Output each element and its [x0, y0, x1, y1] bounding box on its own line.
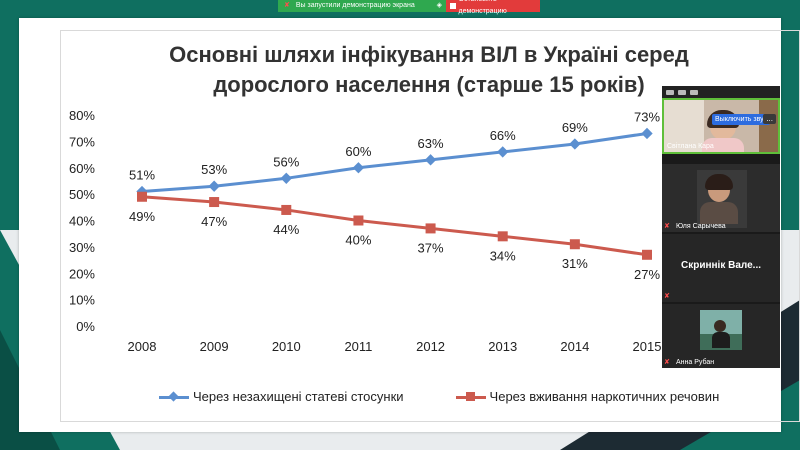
y-tick-label: 40% — [69, 214, 95, 229]
presentation-slide: Основні шляхи інфікування ВІЛ в Україні … — [19, 18, 800, 432]
series-point-2 — [281, 204, 292, 215]
participant-name-4: Анна Рубан — [676, 359, 715, 366]
legend-item-sexual: Через незахищені статеві стосунки — [159, 389, 404, 404]
share-status-text: Вы запустили демонстрацию экрана — [295, 2, 415, 9]
mic-muted-icon: ✘ — [664, 359, 670, 366]
x-tick-label: 2014 — [560, 339, 589, 354]
y-tick-label: 0% — [76, 319, 95, 334]
slide-title-line2: дорослого населення (старше 15 років) — [213, 72, 645, 97]
data-label: 53% — [201, 162, 227, 177]
x-tick-label: 2008 — [128, 339, 157, 354]
participant-name-3: Скриннік Вале... — [680, 260, 762, 271]
chart-legend: Через незахищені статеві стосунки Через … — [159, 389, 719, 404]
legend-label-drugs: Через вживання наркотичних речовин — [489, 389, 720, 404]
mic-muted-icon[interactable]: ✘ — [284, 2, 290, 9]
y-tick-label: 70% — [69, 134, 95, 149]
mute-participant-button[interactable]: Выключить звук — [712, 114, 770, 125]
series-point-1 — [424, 154, 437, 166]
y-tick-label: 50% — [69, 187, 95, 202]
stop-icon — [450, 3, 456, 9]
series-point-2 — [642, 249, 652, 260]
data-label: 56% — [273, 154, 299, 169]
slide-title-line1: Основні шляхи інфікування ВІЛ в Україні … — [169, 42, 689, 67]
x-tick-label: 2011 — [344, 339, 372, 354]
participant-tile-4[interactable]: ✘ Анна Рубан — [662, 304, 780, 368]
legend-swatch-blue — [159, 390, 189, 402]
data-label: 47% — [201, 214, 227, 229]
data-label: 66% — [490, 128, 516, 143]
participant-name-2: Юля Сарычева — [676, 223, 726, 230]
more-options-button[interactable]: ... — [763, 114, 776, 124]
data-label: 51% — [129, 167, 155, 182]
data-label: 44% — [273, 222, 299, 237]
x-tick-label: 2015 — [633, 339, 662, 354]
series-point-1 — [352, 162, 365, 174]
y-tick-label: 60% — [69, 161, 95, 176]
y-tick-label: 20% — [69, 266, 95, 281]
mic-muted-icon: ✘ — [664, 223, 670, 230]
panel-topbar[interactable] — [662, 86, 780, 98]
series-point-2 — [137, 191, 147, 202]
legend-item-drugs: Через вживання наркотичних речовин — [455, 389, 720, 404]
data-label: 31% — [562, 256, 588, 271]
data-label: 27% — [634, 267, 660, 282]
participant-tile-2[interactable]: ✘ Юля Сарычева — [662, 164, 780, 232]
y-tick-label: 80% — [69, 108, 95, 123]
y-tick-label: 30% — [69, 240, 95, 255]
x-tick-label: 2012 — [416, 339, 445, 354]
x-tick-label: 2009 — [200, 339, 229, 354]
series-line-2 — [141, 195, 648, 257]
stop-share-button[interactable]: Остановить демонстрацию — [446, 0, 540, 15]
participant-tile-3[interactable]: Скриннік Вале... ✘ — [662, 234, 780, 302]
series-point-1 — [280, 172, 292, 184]
series-point-2 — [209, 197, 220, 208]
slide-title: Основні шляхи інфікування ВІЛ в Україні … — [79, 40, 779, 100]
data-label: 40% — [345, 233, 371, 248]
data-label: 37% — [418, 240, 444, 255]
x-tick-label: 2010 — [272, 339, 301, 354]
data-label: 49% — [129, 209, 155, 224]
x-tick-label: 2013 — [488, 339, 517, 354]
mic-muted-icon: ✘ — [664, 293, 670, 300]
y-tick-label: 10% — [69, 293, 95, 308]
series-point-2 — [569, 239, 580, 250]
share-status: ✘ Вы запустили демонстрацию экрана ◈ — [278, 0, 446, 12]
data-label: 34% — [490, 248, 516, 263]
data-label: 69% — [562, 120, 588, 135]
participant-tile-1[interactable]: Выключить звук ... Світлана Кара — [662, 98, 780, 154]
data-label: 63% — [418, 136, 444, 151]
screen-share-banner: ✘ Вы запустили демонстрацию экрана ◈ Ост… — [278, 0, 540, 15]
shield-icon[interactable]: ◈ — [436, 2, 442, 9]
data-label: 60% — [345, 144, 371, 159]
series-point-1 — [641, 127, 653, 140]
legend-label-sexual: Через незахищені статеві стосунки — [193, 389, 404, 404]
data-label: 73% — [634, 109, 660, 124]
series-point-1 — [208, 180, 220, 192]
series-point-2 — [353, 215, 364, 226]
stop-share-label: Остановить демонстрацию — [458, 0, 507, 15]
series-point-1 — [569, 138, 581, 150]
series-line-1 — [141, 131, 648, 193]
hiv-routes-line-chart: 0% 10% 20% 30% 40% 50% 60% 70% 80% 2008 2009 2010 20… — [69, 108, 662, 354]
series-point-2 — [497, 231, 508, 242]
series-point-1 — [497, 146, 509, 158]
legend-swatch-red — [455, 391, 486, 402]
participants-panel: Выключить звук ... Світлана Кара ✘ Юля С… — [662, 86, 780, 368]
participant-name-1: Світлана Кара — [667, 143, 714, 150]
series-point-2 — [425, 223, 436, 234]
